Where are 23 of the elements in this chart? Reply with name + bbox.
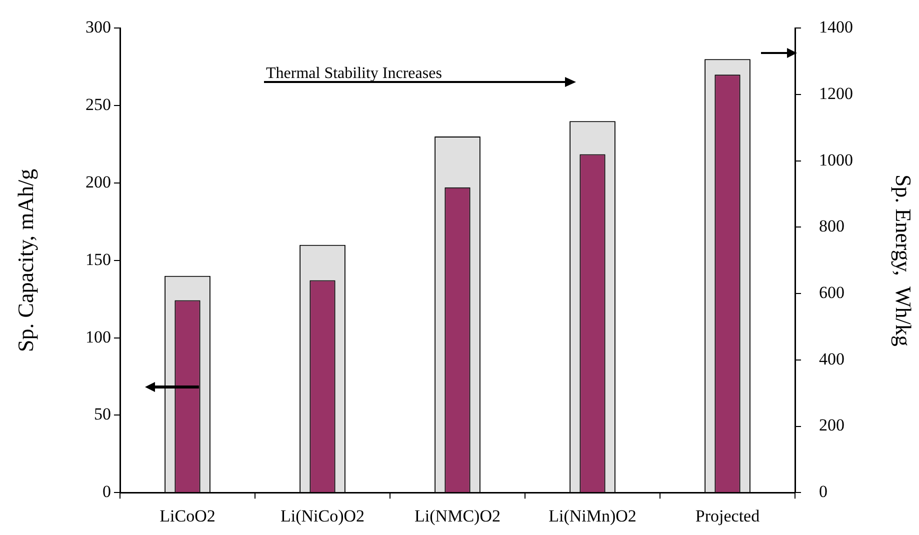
y2-tick-label: 600 — [819, 283, 844, 302]
y-tick-label: 300 — [86, 18, 111, 37]
x-tick-label: Li(NMC)O2 — [414, 506, 500, 526]
y-tick-label: 0 — [102, 482, 111, 502]
y2-tick-label: 1200 — [819, 84, 853, 104]
y2-tick-label: 400 — [819, 349, 844, 368]
y-tick-label: 250 — [86, 95, 111, 114]
y-tick-label: 100 — [86, 327, 111, 346]
y2-axis-title: Sp. Energy, Wh/kg — [891, 174, 916, 346]
y-axis-title: Sp. Capacity, mAh/g — [12, 168, 38, 352]
y-tick-label: 150 — [86, 250, 111, 269]
y2-tick-label: 200 — [819, 416, 844, 435]
y2-tick-label: 1400 — [819, 18, 853, 37]
x-tick-label: Li(NiCo)O2 — [280, 506, 365, 526]
y2-tick-label: 0 — [819, 482, 828, 502]
annotation: Thermal Stability Increases — [266, 65, 442, 82]
x-tick-label: Projected — [695, 506, 760, 526]
y-tick-label: 200 — [86, 172, 111, 192]
x-tick-label: LiCoO2 — [160, 506, 216, 526]
y-tick-label: 50 — [94, 404, 111, 424]
y2-tick-label: 800 — [819, 216, 844, 236]
y2-tick-label: 1000 — [819, 150, 853, 170]
x-tick-label: Li(NiMn)O2 — [548, 506, 636, 526]
